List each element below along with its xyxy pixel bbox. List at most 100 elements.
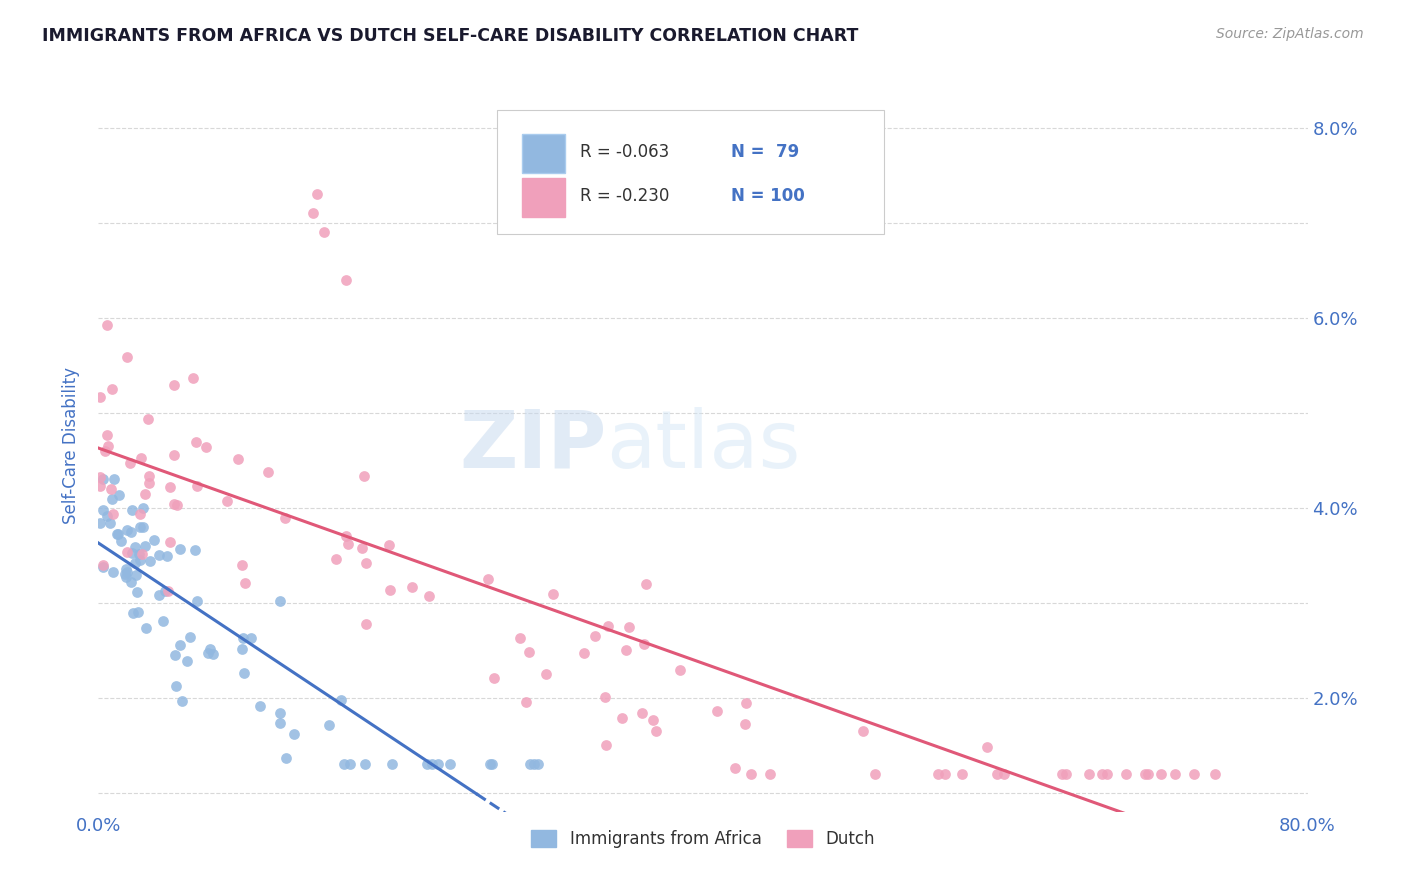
Point [235,576,257,591]
Point [91,472,114,486]
Point [169,638,191,652]
Point [156,549,179,563]
Point [129,553,152,567]
Point [115,523,138,537]
Text: atlas: atlas [606,407,800,485]
Point [107,526,129,541]
Point [934,766,956,780]
Point [194,440,217,454]
Point [354,757,377,772]
Point [197,646,219,660]
Point [132,520,155,534]
Point [378,582,401,597]
Point [517,644,540,658]
Point [165,648,187,662]
Point [129,451,152,466]
Point [482,671,505,685]
Point [706,704,728,718]
Point [641,713,664,727]
Point [176,654,198,668]
Point [108,488,131,502]
Text: R = -0.230: R = -0.230 [579,186,669,205]
Text: N = 100: N = 100 [731,186,804,205]
FancyBboxPatch shape [498,110,884,234]
Text: ZIP: ZIP [458,407,606,485]
Point [927,766,949,780]
Point [273,511,295,525]
Point [124,568,146,582]
Point [163,497,186,511]
Point [101,382,124,396]
Point [132,500,155,515]
Point [155,584,177,599]
Point [120,575,142,590]
Point [439,757,461,772]
Point [619,620,641,634]
Point [127,605,149,619]
Point [481,757,503,772]
Point [217,494,239,508]
Point [401,581,423,595]
Point [89,390,111,404]
Point [668,663,690,677]
Point [103,507,125,521]
Point [1054,766,1077,780]
Point [91,559,114,574]
Point [636,577,658,591]
Point [120,524,142,539]
Point [124,540,146,554]
Point [232,632,254,646]
Text: N =  79: N = 79 [731,143,799,161]
Point [115,562,138,576]
Point [181,371,204,385]
Point [416,757,439,772]
Point [269,706,291,720]
Point [240,632,263,646]
Point [231,558,253,572]
Point [631,706,654,720]
Point [172,694,194,708]
Point [122,607,145,621]
Point [1091,766,1114,780]
Point [89,516,111,531]
Point [166,498,188,512]
Point [125,584,148,599]
Point [139,553,162,567]
Point [138,469,160,483]
Point [128,507,150,521]
Point [269,593,291,607]
Point [186,479,208,493]
Point [101,491,124,506]
Point [595,738,617,752]
Point [1115,766,1137,780]
Point [724,761,747,775]
Point [986,766,1008,780]
Point [312,225,335,239]
Point [159,535,181,549]
Point [100,482,122,496]
Point [117,350,139,364]
Point [1204,766,1226,780]
Point [283,726,305,740]
Point [148,588,170,602]
Point [163,448,186,462]
Point [156,583,179,598]
Point [302,206,325,220]
Point [337,537,360,551]
Point [329,693,352,707]
Point [131,547,153,561]
Point [163,378,186,392]
Point [115,545,138,559]
Point [950,766,973,780]
Point [1136,766,1159,780]
Point [515,695,537,709]
Point [96,509,118,524]
Point [96,318,118,332]
Point [231,641,253,656]
Point [184,435,207,450]
FancyBboxPatch shape [522,134,565,173]
Y-axis label: Self-Care Disability: Self-Care Disability [62,368,80,524]
Point [426,757,449,772]
Point [101,565,124,579]
Point [124,556,146,570]
